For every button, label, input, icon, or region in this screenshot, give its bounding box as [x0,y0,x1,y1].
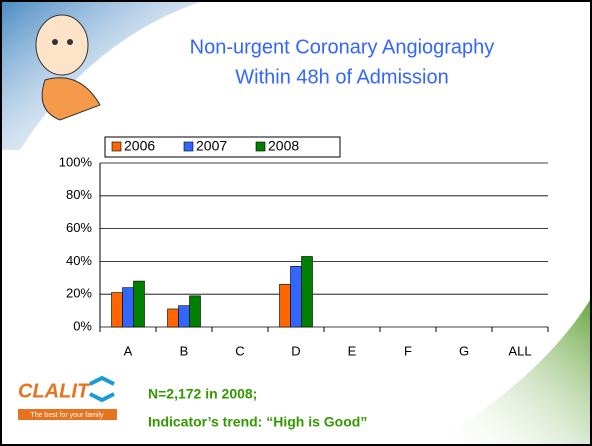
legend-swatch [256,142,265,151]
bar [123,288,134,327]
logo-tagline: The best for your family [30,412,104,419]
y-tick-label: 100% [59,154,93,169]
legend-swatch [184,142,193,151]
note: N=2,172 in 2008; [148,386,257,402]
x-tick-label: C [235,343,244,358]
y-tick-label: 20% [66,286,92,301]
note: Indicator’s trend: “High is Good” [148,414,367,430]
chart-title: Non-urgent Coronary Angiography [190,36,495,58]
slide: Non-urgent Coronary Angiography Within 4… [0,0,592,446]
x-tick-label: D [291,343,300,358]
x-tick-label: E [348,343,357,358]
x-tick-label: F [404,343,412,358]
x-tick-label: A [124,343,133,358]
y-tick-label: 60% [66,220,92,235]
bar [112,293,123,327]
bar [134,281,145,327]
bar [190,296,201,327]
x-tick-label: G [459,343,469,358]
bar [291,266,302,327]
legend-label: 2008 [268,138,299,154]
bar [280,284,291,327]
legend-label: 2007 [196,138,227,154]
bar [179,306,190,327]
chart-subtitle: Within 48h of Admission [235,66,448,88]
x-tick-label: ALL [508,343,531,358]
y-tick-label: 40% [66,253,92,268]
y-tick-label: 0% [73,318,92,333]
x-tick-label: B [180,343,189,358]
legend: 2006 2007 2008 [112,138,299,154]
y-tick-label: 80% [66,187,92,202]
logo-name: CLALIT [18,380,91,402]
bar [168,309,179,327]
legend-label: 2006 [124,138,155,154]
bar [302,256,313,327]
legend-swatch [112,142,121,151]
